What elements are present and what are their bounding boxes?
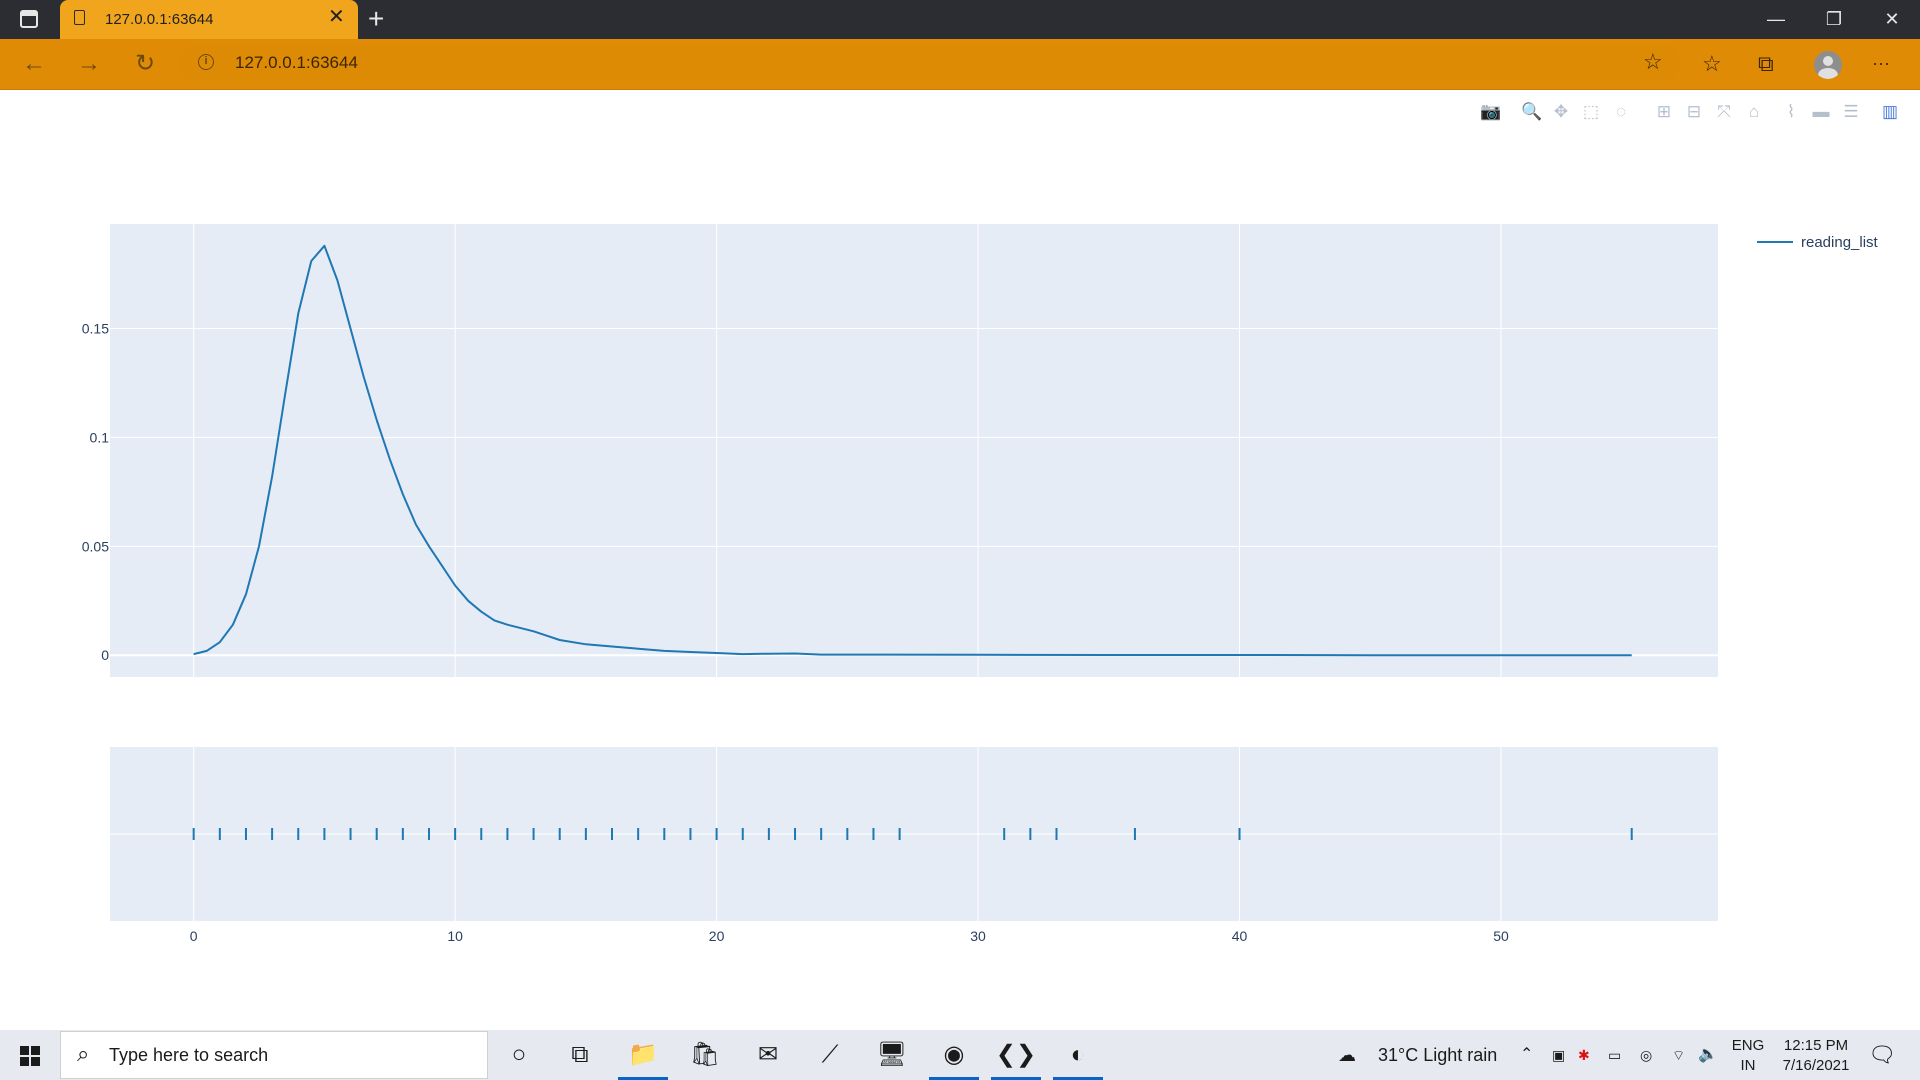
address-bar[interactable]: i 127.0.0.1:63644 ☆: [180, 45, 1680, 81]
notification-app-icon[interactable]: ✱: [1578, 1047, 1590, 1063]
meet-now-icon[interactable]: ▣: [1552, 1047, 1566, 1063]
language-indicator[interactable]: ENG IN: [1728, 1036, 1768, 1076]
task-view-icon[interactable]: ⧉: [571, 1041, 589, 1068]
weather-icon[interactable]: ☁: [1338, 1045, 1356, 1065]
back-button[interactable]: ←: [22, 50, 46, 77]
notifications-icon[interactable]: 🗨: [1868, 1042, 1896, 1067]
x-tick-label: 0: [190, 928, 198, 944]
info-icon[interactable]: i: [198, 54, 214, 70]
language-top: ENG: [1731, 1037, 1765, 1054]
wifi-icon[interactable]: ⌔: [1672, 1047, 1686, 1063]
page-icon: [74, 10, 85, 25]
zoom-out-icon[interactable]: ⊟: [1686, 102, 1702, 121]
forward-button[interactable]: →: [77, 50, 101, 77]
reset-axes-icon[interactable]: ⌂: [1748, 102, 1760, 121]
avatar-icon[interactable]: [1814, 51, 1842, 79]
density-series-line[interactable]: [193, 244, 1632, 657]
y-tick-label: 0.1: [90, 429, 110, 445]
file-explorer-icon[interactable]: 📁: [618, 1030, 668, 1080]
y-tick-label: 0: [101, 647, 109, 663]
y-tick-label: 0.05: [82, 538, 109, 554]
weather-text[interactable]: 31°C Light rain: [1378, 1045, 1498, 1065]
x-tick-label: 50: [1493, 928, 1509, 944]
hover-compare-icon[interactable]: ☰: [1843, 102, 1859, 121]
edge-icon[interactable]: ◐: [1053, 1030, 1103, 1080]
sync-icon[interactable]: ◎: [1640, 1047, 1653, 1063]
refresh-button[interactable]: ↻: [134, 50, 156, 77]
star-plus-icon[interactable]: ☆: [1643, 49, 1663, 74]
clock-time: 12:15 PM: [1783, 1037, 1849, 1054]
spike-lines-icon[interactable]: ⌇: [1786, 102, 1796, 121]
y-tick-label: 0.15: [82, 321, 109, 337]
density-line-layer: [193, 244, 1632, 657]
title-bar: 127.0.0.1:63644 ✕ + — ❐ ✕: [0, 0, 1920, 39]
favorites-icon[interactable]: ☆: [1702, 51, 1722, 76]
restore-button[interactable]: ❐: [1825, 9, 1843, 29]
url-text[interactable]: 127.0.0.1:63644: [235, 53, 358, 72]
chrome-icon[interactable]: ◉: [929, 1030, 979, 1080]
collections-icon[interactable]: ⧉: [1758, 51, 1774, 76]
clock[interactable]: 12:15 PM 7/16/2021: [1776, 1036, 1856, 1076]
plot-canvas[interactable]: 0 10 20 30 40 50 0 0.05 0.1 0.15 reading_list: [0, 90, 1920, 1030]
kde-plot[interactable]: 0 10 20 30 40 50 0 0.05 0.1 0.15 reading_list: [0, 90, 1920, 1030]
main-plot-area: [110, 224, 1718, 677]
tab-actions-icon[interactable]: [20, 10, 38, 28]
x-tick-label: 20: [709, 928, 725, 944]
close-icon[interactable]: ✕: [328, 6, 345, 28]
vscode-icon[interactable]: ❮❯: [991, 1030, 1041, 1080]
x-tick-label: 10: [447, 928, 463, 944]
taskbar: ⌕ Type here to search ○ ⧉ 📁 🛍 ✉ ⟋ 🖥 ◉ ❮❯ ◐ ☁ 31°C…: [0, 1030, 1920, 1080]
navigation-bar: ← → ↻ i 127.0.0.1:63644 ☆ ☆ ⧉ ···: [0, 39, 1920, 90]
clock-date: 7/16/2021: [1782, 1057, 1850, 1074]
lasso-icon[interactable]: ◌: [1615, 102, 1627, 121]
zoom-icon[interactable]: 🔍: [1521, 102, 1543, 121]
close-window-button[interactable]: ✕: [1884, 9, 1900, 29]
volume-icon[interactable]: 🔈: [1698, 1046, 1718, 1063]
camera-icon[interactable]: 📷: [1480, 102, 1502, 121]
tick-labels: 0 10 20 30 40 50 0 0.05 0.1 0.15: [82, 321, 1509, 944]
mail-icon[interactable]: ✉: [757, 1041, 779, 1068]
autoscale-icon[interactable]: ⤧: [1717, 102, 1731, 121]
x-tick-label: 30: [970, 928, 986, 944]
store-icon[interactable]: 🛍: [689, 1041, 721, 1068]
pan-icon[interactable]: ✥: [1553, 102, 1569, 121]
computer-icon[interactable]: 🖥: [876, 1041, 908, 1068]
box-select-icon[interactable]: ⬚: [1582, 102, 1600, 121]
browser-tab[interactable]: 127.0.0.1:63644 ✕: [60, 0, 358, 39]
plotly-logo-icon[interactable]: ▥: [1881, 102, 1899, 121]
hover-closest-icon[interactable]: ▬: [1812, 102, 1830, 121]
x-tick-label: 40: [1232, 928, 1248, 944]
legend-label[interactable]: reading_list: [1801, 234, 1879, 251]
search-placeholder: Type here to search: [109, 1045, 269, 1065]
ide-icon[interactable]: ⟋: [821, 1041, 839, 1068]
minimize-button[interactable]: —: [1767, 9, 1785, 29]
language-bottom: IN: [1740, 1057, 1756, 1074]
cortana-icon[interactable]: ○: [511, 1041, 527, 1068]
zoom-in-icon[interactable]: ⊞: [1656, 102, 1672, 121]
more-icon[interactable]: ···: [1872, 53, 1890, 73]
chevron-up-icon[interactable]: ⌃: [1520, 1046, 1534, 1063]
windows-start-icon[interactable]: [20, 1046, 40, 1066]
tab-title: 127.0.0.1:63644: [105, 11, 214, 28]
battery-icon[interactable]: ▭: [1608, 1047, 1622, 1063]
taskbar-search-box[interactable]: ⌕ Type here to search: [60, 1031, 488, 1079]
search-icon: ⌕: [77, 1041, 90, 1066]
new-tab-button[interactable]: +: [368, 3, 385, 34]
rug-marks: [192, 828, 1633, 840]
legend: reading_list: [1757, 234, 1879, 251]
